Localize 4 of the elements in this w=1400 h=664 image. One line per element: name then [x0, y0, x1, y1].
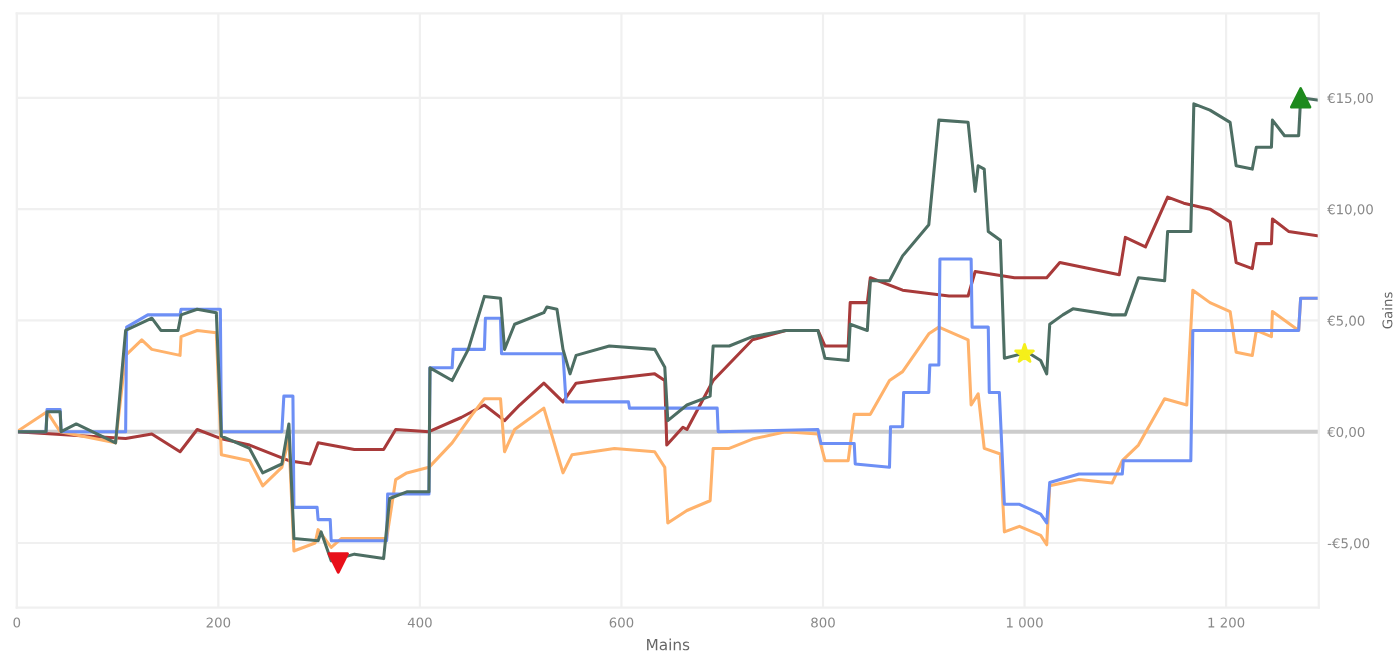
line-series	[16, 195, 1319, 466]
point	[1014, 343, 1035, 363]
point	[1289, 87, 1312, 109]
point	[327, 552, 349, 574]
